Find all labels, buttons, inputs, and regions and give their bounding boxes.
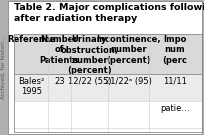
FancyBboxPatch shape (14, 74, 202, 101)
Text: Archived, for histori…: Archived, for histori… (1, 36, 6, 99)
Text: Table 2. Major complications following salvage cryos…
after radiation therapy: Table 2. Major complications following s… (14, 3, 204, 23)
Text: Bales²
1995: Bales² 1995 (18, 77, 44, 96)
FancyBboxPatch shape (14, 101, 202, 128)
Text: 11/11: 11/11 (163, 77, 187, 86)
Text: 21/22ᵃ (95): 21/22ᵃ (95) (105, 77, 152, 86)
Text: Impo
num
(perc: Impo num (perc (162, 35, 187, 65)
Text: patie…: patie… (160, 104, 190, 113)
Text: Number
of
Patients: Number of Patients (40, 35, 79, 65)
Text: Urinary
obstruction,
number
(percent): Urinary obstruction, number (percent) (60, 35, 118, 75)
Text: 12/22 (55): 12/22 (55) (68, 77, 111, 86)
Text: Reference: Reference (7, 35, 55, 44)
FancyBboxPatch shape (14, 34, 202, 74)
Text: Incontinence,
number
(percent): Incontinence, number (percent) (96, 35, 161, 65)
Text: 23: 23 (54, 77, 65, 86)
FancyBboxPatch shape (8, 1, 202, 134)
